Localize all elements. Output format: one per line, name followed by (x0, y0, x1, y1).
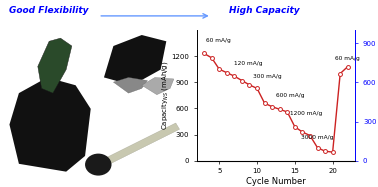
Text: (ball): (ball) (104, 99, 122, 106)
Polygon shape (113, 77, 147, 93)
Text: (0°): (0°) (6, 24, 19, 32)
Polygon shape (142, 77, 174, 95)
Polygon shape (9, 77, 91, 172)
Text: 1200 mA/g: 1200 mA/g (290, 111, 322, 116)
Text: 3000 mA/g: 3000 mA/g (301, 135, 333, 140)
Y-axis label: Capacity$_{NS}$ (mAh/g): Capacity$_{NS}$ (mAh/g) (160, 61, 170, 130)
X-axis label: Cycle Number: Cycle Number (246, 177, 306, 186)
Text: 300 mA/g: 300 mA/g (253, 74, 282, 79)
Text: 120 mA/g: 120 mA/g (234, 61, 263, 66)
Text: (180°): (180°) (98, 24, 121, 32)
Polygon shape (104, 35, 166, 85)
Text: 600 mA/g: 600 mA/g (276, 93, 304, 98)
Text: 60 mA/g: 60 mA/g (335, 56, 359, 61)
Polygon shape (38, 38, 72, 93)
Circle shape (85, 154, 112, 176)
Text: 60 mA/g: 60 mA/g (206, 38, 230, 43)
Text: Good Flexibility: Good Flexibility (9, 6, 89, 15)
Polygon shape (100, 123, 180, 167)
Text: High Capacity: High Capacity (229, 6, 300, 15)
